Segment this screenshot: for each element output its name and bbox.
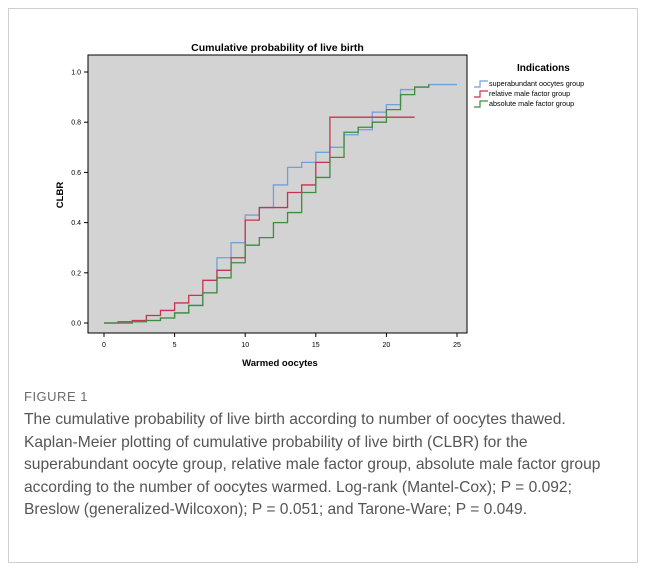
y-tick-label: 1.0 [71,70,81,77]
y-tick-label: 0.2 [71,270,81,277]
legend-label: absolute male factor group [489,99,574,108]
legend-title: Indications [517,63,570,74]
series-line [104,116,415,324]
legend-label: superabundant oocytes group [489,79,584,88]
km-chart: Cumulative probability of live birth 0 5 10… [55,42,584,369]
x-tick-label: 15 [312,342,320,349]
y-tick-label: 0.8 [71,120,81,127]
y-axis-label: CLBR [55,182,66,209]
series-line [104,84,430,324]
legend-swatch [474,100,488,108]
x-tick-label: 25 [453,342,461,349]
legend-swatch [474,90,488,98]
x-tick-label: 0 [102,342,106,349]
x-tick-label: 20 [383,342,391,349]
y-tick-label: 0.6 [71,170,81,177]
x-tick-label: 5 [173,342,177,349]
figure-caption: The cumulative probability of live birth… [24,411,601,518]
plot-area [87,54,468,334]
y-tick-label: 0.0 [71,321,81,328]
legend-label: relative male factor group [489,89,570,98]
legend-swatch [474,80,488,88]
x-axis-label: Warmed oocytes [242,358,318,369]
chart-title: Cumulative probability of live birth [191,42,364,54]
y-tick-label: 0.4 [71,220,81,227]
x-tick-label: 10 [241,342,249,349]
figure-label: FIGURE 1 [24,389,88,404]
